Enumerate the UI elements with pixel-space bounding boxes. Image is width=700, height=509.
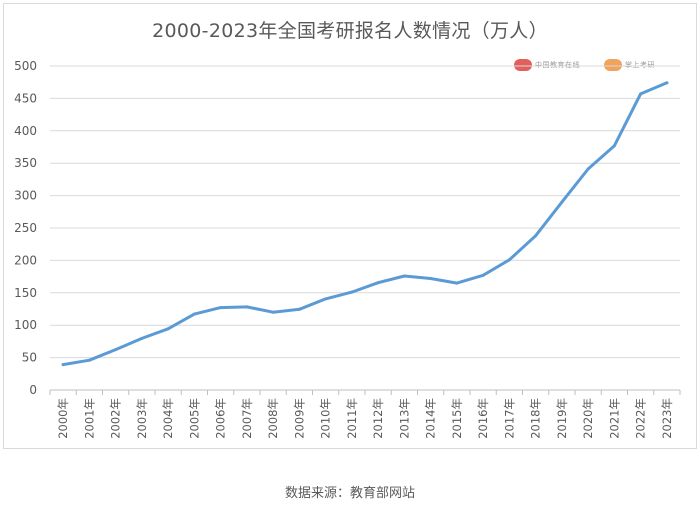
x-tick-label-10: 2010年 [319,398,333,439]
data-point-15 [455,281,459,285]
data-point-13 [402,274,406,278]
data-point-2 [114,348,118,352]
data-point-16 [481,273,485,277]
chart-frame [3,3,697,449]
data-point-22 [639,92,643,96]
watermark-left-logo-icon [514,59,532,71]
watermark-right-logo-icon [604,59,622,71]
y-tick-label-300: 300 [14,189,37,203]
x-tick-label-15: 2015年 [450,398,464,439]
data-point-1 [87,358,91,362]
data-point-6 [219,306,223,310]
watermark-left: 中国教育在线 [514,56,580,74]
x-tick-label-12: 2012年 [371,398,385,439]
data-point-10 [324,297,328,301]
x-tick-label-17: 2017年 [502,398,516,439]
y-tick-label-450: 450 [14,91,37,105]
data-point-5 [192,312,196,316]
watermark-right: 掌上考研 [604,56,655,74]
data-point-7 [245,305,249,309]
x-tick-label-11: 2011年 [345,398,359,439]
data-point-12 [376,281,380,285]
y-tick-label-50: 50 [22,351,37,365]
data-point-4 [166,327,170,331]
data-point-19 [560,200,564,204]
x-tick-label-18: 2018年 [529,398,543,439]
x-tick-label-21: 2021年 [607,398,621,439]
data-point-20 [586,167,590,171]
data-point-3 [140,336,144,340]
data-point-23 [665,81,669,85]
x-tick-label-6: 2006年 [214,398,228,439]
x-tick-label-0: 2000年 [56,398,70,439]
watermark-left-text: 中国教育在线 [535,61,580,69]
data-point-8 [271,310,275,314]
y-tick-label-250: 250 [14,221,37,235]
x-tick-label-22: 2022年 [634,398,648,439]
x-tick-label-3: 2003年 [135,398,149,439]
y-tick-label-100: 100 [14,318,37,332]
data-point-0 [61,363,65,367]
source-note: 数据来源：教育部网站 [284,486,415,501]
y-tick-label-350: 350 [14,156,37,170]
data-point-21 [612,144,616,148]
x-tick-label-14: 2014年 [424,398,438,439]
x-tick-label-16: 2016年 [476,398,490,439]
y-tick-label-500: 500 [14,59,37,73]
chart-title: 2000-2023年全国考研报名人数情况（万人） [152,20,548,42]
x-tick-label-8: 2008年 [266,398,280,439]
y-tick-label-400: 400 [14,124,37,138]
x-tick-label-23: 2023年 [660,398,674,439]
x-tick-label-7: 2007年 [240,398,254,439]
x-tick-label-1: 2001年 [82,398,96,439]
data-point-11 [350,290,354,294]
x-tick-label-9: 2009年 [292,398,306,439]
y-tick-label-200: 200 [14,253,37,267]
x-tick-label-20: 2020年 [581,398,595,439]
series-line-0 [61,81,669,367]
data-point-17 [507,258,511,262]
x-tick-label-19: 2019年 [555,398,569,439]
x-tick-label-2: 2002年 [109,398,123,439]
y-tick-label-0: 0 [29,383,37,397]
watermark-right-text: 掌上考研 [625,61,655,69]
data-point-18 [534,234,538,238]
x-tick-label-13: 2013年 [397,398,411,439]
data-point-14 [429,277,433,281]
x-tick-label-4: 2004年 [161,398,175,439]
y-tick-label-150: 150 [14,286,37,300]
data-point-9 [297,307,301,311]
x-tick-label-5: 2005年 [187,398,201,439]
